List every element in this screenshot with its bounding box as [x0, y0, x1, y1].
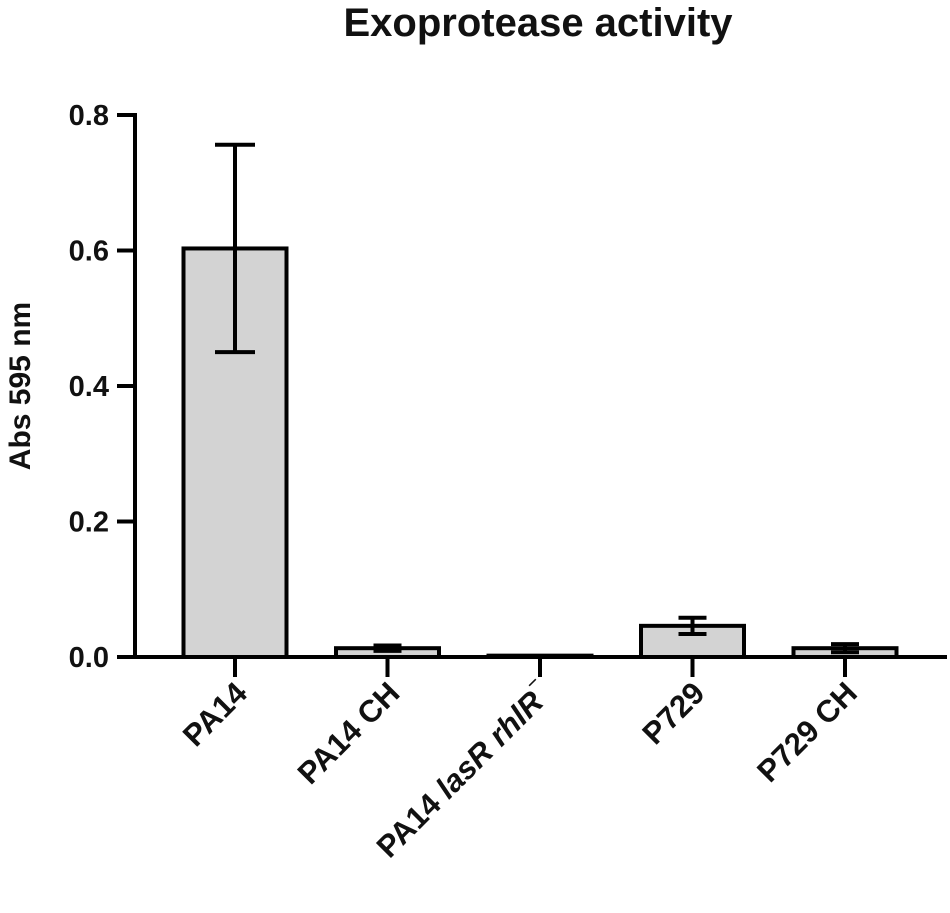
y-tick-label-1: 0.2: [69, 507, 109, 539]
y-axis: 0.0 0.2 0.4 0.6 0.8: [69, 100, 137, 674]
y-tick-label-0: 0.0: [69, 642, 109, 674]
y-tick-label-2: 0.4: [69, 371, 109, 403]
x-category-label-0: PA14: [176, 675, 254, 753]
y-tick-label-3: 0.6: [69, 236, 109, 268]
y-axis-label: Abs 595 nm: [4, 302, 37, 470]
x-category-label-4: P729 CH: [750, 675, 864, 789]
x-category-label-1: PA14 CH: [291, 675, 407, 791]
error-bars-group: [215, 142, 859, 655]
y-tick-label-4: 0.8: [69, 100, 109, 132]
bars-group: [181, 246, 899, 660]
x-category-label-3: P729: [636, 675, 712, 751]
chart-title: Exoprotease activity: [343, 1, 733, 45]
